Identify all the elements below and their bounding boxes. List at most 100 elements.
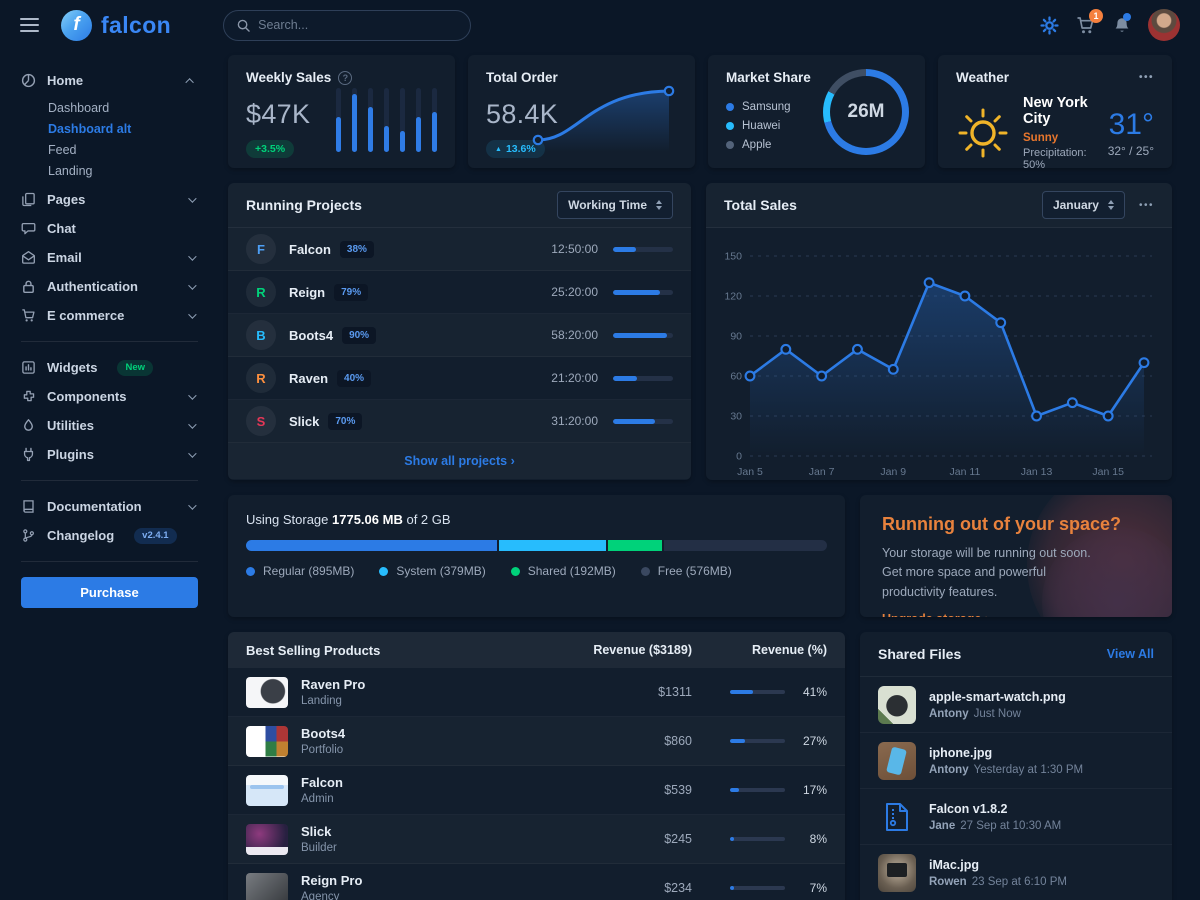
month-select[interactable]: January (1041, 191, 1125, 219)
sidebar-subitem-feed[interactable]: Feed (48, 142, 77, 157)
weekly-sales-bar (432, 88, 437, 152)
documentation-icon (21, 499, 36, 514)
y-axis-tick-label: 0 (736, 451, 742, 463)
sidebar-item-e-commerce[interactable]: E commerce (21, 301, 198, 330)
sidebar-item-widgets[interactable]: Widgets New (21, 353, 198, 382)
file-name[interactable]: Falcon v1.8.2 (929, 801, 1008, 816)
product-category[interactable]: Agency (301, 891, 340, 900)
sidebar-item-authentication[interactable]: Authentication (21, 272, 198, 301)
project-time: 12:50:00 (551, 242, 598, 256)
product-category[interactable]: Builder (301, 842, 337, 854)
working-time-select[interactable]: Working Time (557, 191, 673, 219)
file-name[interactable]: iMac.jpg (929, 857, 980, 872)
upgrade-storage-link[interactable]: Upgrade storage › (882, 612, 989, 617)
running-projects-card: Running Projects Working Time F Falcon 38%… (228, 183, 691, 480)
sidebar-item-plugins[interactable]: Plugins (21, 440, 198, 469)
project-time: 25:20:00 (551, 285, 598, 299)
weather-temperature: 31° (1108, 108, 1154, 141)
product-progress-bar (730, 739, 785, 743)
project-percent-badge: 40% (337, 369, 372, 387)
sidebar-subitem-dashboard-alt[interactable]: Dashboard alt (48, 121, 132, 136)
product-category[interactable]: Landing (301, 695, 342, 707)
user-avatar[interactable] (1148, 9, 1180, 41)
product-revenue: $860 (664, 734, 692, 748)
project-name[interactable]: Falcon (289, 241, 331, 257)
chevron-down-icon (188, 500, 197, 510)
x-axis-tick-label: Jan 11 (950, 466, 981, 478)
shared-file-row: iphone.jpg Antony Yesterday at 1:30 PM (860, 733, 1172, 789)
file-name[interactable]: apple-smart-watch.png (929, 689, 1066, 704)
cart-icon[interactable]: 1 (1076, 8, 1103, 35)
project-name[interactable]: Slick (289, 413, 320, 429)
project-name[interactable]: Raven (289, 370, 329, 386)
purchase-button[interactable]: Purchase (21, 577, 198, 608)
sidebar-item-home[interactable]: Home (21, 66, 198, 95)
sidebar-item-label: Email (47, 250, 82, 265)
weekly-sales-card: Weekly Sales ? $47K +3.5% (228, 55, 455, 168)
file-name[interactable]: iphone.jpg (929, 745, 993, 760)
project-progress-bar (613, 418, 673, 424)
project-avatar: R (246, 277, 276, 307)
info-icon[interactable]: ? (338, 70, 353, 85)
product-thumbnail (246, 676, 288, 708)
legend-dot-icon (510, 566, 520, 576)
market-share-legend-item: Samsung (726, 97, 907, 116)
market-share-legend-item: Apple (726, 135, 907, 154)
notifications-bell-icon[interactable] (1113, 12, 1131, 35)
sidebar-item-email[interactable]: Email (21, 243, 198, 272)
project-name[interactable]: Boots4 (289, 327, 334, 343)
weather-menu-dots-icon[interactable]: ••• (1138, 72, 1154, 83)
chevron-right-icon: › (510, 454, 515, 468)
product-progress-bar (730, 788, 785, 792)
product-name[interactable]: Boots4 (301, 726, 346, 741)
product-category[interactable]: Portfolio (301, 744, 344, 756)
sort-arrows-icon (656, 200, 662, 210)
sidebar-divider (21, 341, 198, 342)
sidebar-item-chat[interactable]: Chat (21, 214, 198, 243)
weekly-sales-bar (368, 88, 373, 152)
sidebar-item-components[interactable]: Components (21, 382, 198, 411)
sidebar-subitem-landing[interactable]: Landing (48, 163, 93, 178)
chevron-down-icon (188, 419, 197, 429)
settings-gear-icon[interactable] (1040, 15, 1059, 35)
chart-pie-icon (21, 73, 36, 88)
search-bar[interactable] (223, 9, 472, 41)
total-sales-menu-dots-icon[interactable]: ••• (1138, 199, 1154, 211)
hamburger-menu-icon[interactable] (20, 18, 39, 32)
sidebar-item-pages[interactable]: Pages (21, 185, 198, 214)
show-all-projects-link[interactable]: Show all projects › (404, 454, 515, 468)
weather-range: 32° / 25° (1107, 144, 1154, 158)
project-time: 31:20:00 (551, 414, 598, 428)
promo-title: Running out of your space? (882, 514, 1121, 534)
total-sales-line-chart: 0 30 60 90 120 150 Jan 5 Jan 7 Jan 9 Jan 11 Jan 13… (706, 228, 1172, 480)
product-progress-bar (730, 886, 785, 890)
weekly-sales-badge: +3.5% (246, 140, 295, 158)
legend-dot-icon (726, 121, 734, 130)
sidebar-item-label: Changelog (47, 528, 115, 543)
product-name[interactable]: Reign Pro (301, 873, 363, 888)
product-name[interactable]: Falcon (301, 775, 343, 790)
weather-precipitation: Precipitation: 50% (1023, 147, 1087, 168)
product-revenue: $539 (664, 783, 692, 797)
product-category[interactable]: Admin (301, 793, 334, 805)
sidebar-item-label: Pages (47, 192, 86, 207)
storage-segment (246, 540, 498, 551)
sidebar-item-changelog[interactable]: Changelog v2.4.1 (21, 521, 198, 550)
view-all-link[interactable]: View All (1106, 647, 1154, 661)
product-name[interactable]: Raven Pro (301, 677, 366, 692)
legend-dot-icon (726, 140, 734, 149)
best-selling-card: Best Selling Products Revenue ($3189) Re… (228, 632, 845, 900)
product-percent: 27% (802, 734, 827, 748)
sidebar-subitem-dashboard[interactable]: Dashboard (48, 100, 110, 115)
product-row: Slick Builder $245 8% (228, 815, 845, 864)
product-name[interactable]: Slick (301, 824, 332, 839)
search-input[interactable] (258, 18, 458, 32)
sun-icon (958, 108, 1008, 158)
total-order-value: 58.4K (486, 99, 559, 129)
notification-dot-badge (1123, 12, 1131, 21)
total-order-card: Total Order 58.4K ▲ 13.6% (468, 55, 695, 168)
sidebar-item-documentation[interactable]: Documentation (21, 492, 198, 521)
sidebar-item-utilities[interactable]: Utilities (21, 411, 198, 440)
project-name[interactable]: Reign (289, 284, 326, 300)
falcon-logo[interactable]: f falcon (61, 9, 171, 41)
